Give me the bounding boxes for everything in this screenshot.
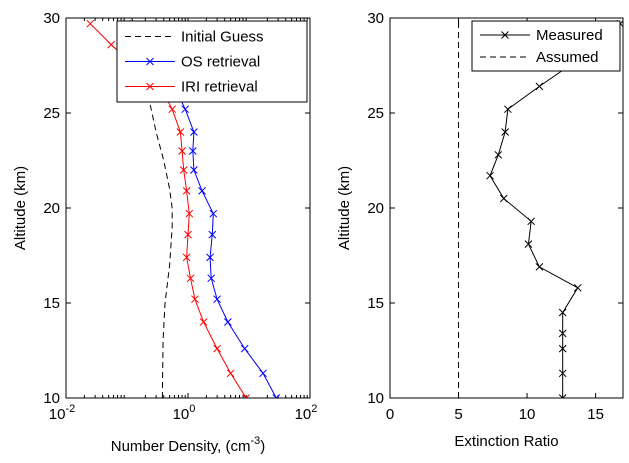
y-tick-label: 25 xyxy=(43,105,60,122)
data-point xyxy=(190,128,198,136)
x-axis-label: Number Density, (cm-3) xyxy=(111,435,266,455)
x-tick-label: 5 xyxy=(454,406,462,423)
data-point xyxy=(86,19,95,28)
x-tick-label: 10 xyxy=(519,406,536,423)
data-point xyxy=(486,171,494,180)
legend-marker xyxy=(146,57,154,66)
x-tick-label: 10-2 xyxy=(49,403,75,423)
data-point xyxy=(242,394,251,398)
legend-label: OS retrieval xyxy=(181,54,260,71)
data-point xyxy=(272,394,281,398)
data-point xyxy=(573,283,582,292)
data-point xyxy=(558,308,567,317)
x-tick-label: 0 xyxy=(386,406,394,423)
series-line xyxy=(489,23,621,398)
data-point xyxy=(168,105,177,114)
x-tick-label: 15 xyxy=(587,406,604,423)
data-point xyxy=(191,295,199,304)
data-point xyxy=(558,394,567,398)
y-tick-label: 15 xyxy=(43,295,60,312)
data-point xyxy=(558,369,567,378)
data-point xyxy=(535,263,544,271)
data-point xyxy=(527,217,536,226)
data-point xyxy=(182,187,191,195)
data-point xyxy=(524,240,533,248)
data-point xyxy=(186,274,195,283)
x-tick-label: 102 xyxy=(295,403,318,423)
data-point xyxy=(259,369,267,378)
data-point xyxy=(190,166,198,174)
x-axis-label: Extinction Ratio xyxy=(454,433,558,450)
y-tick-label: 30 xyxy=(367,10,384,27)
plot-area xyxy=(458,18,623,398)
legend-label: Measured xyxy=(536,27,603,44)
legend-box xyxy=(471,20,621,72)
data-point xyxy=(188,147,197,155)
legend-marker xyxy=(146,82,154,91)
data-point xyxy=(182,253,191,262)
data-point xyxy=(209,209,218,218)
data-point xyxy=(223,318,232,326)
data-point xyxy=(207,274,216,283)
data-point xyxy=(208,230,217,239)
data-point xyxy=(535,82,544,91)
y-tick-label: 25 xyxy=(367,105,384,122)
data-point xyxy=(501,128,509,136)
legend: Measured Assumed xyxy=(471,20,621,72)
data-point xyxy=(213,344,221,353)
data-point xyxy=(558,329,567,338)
data-point xyxy=(179,166,188,174)
data-point xyxy=(504,105,512,114)
data-point xyxy=(184,230,192,239)
legend-label: Assumed xyxy=(536,49,599,66)
series-measured xyxy=(486,19,623,398)
data-point xyxy=(206,253,214,262)
data-point xyxy=(499,194,508,203)
data-point xyxy=(240,344,249,353)
y-tick-label: 10 xyxy=(43,390,60,407)
x-tick-label: 100 xyxy=(173,403,196,423)
y-axis-label: Altitude (km) xyxy=(336,166,353,250)
extinction-plot: 10 15 20 25 30 0 5 10 15 Extinction Ratio Altitude… xyxy=(336,10,624,450)
data-point xyxy=(199,318,208,326)
data-point xyxy=(178,147,186,155)
data-point xyxy=(181,105,190,114)
y-tick-label: 20 xyxy=(43,200,60,217)
data-point xyxy=(213,295,221,304)
data-point xyxy=(185,209,194,218)
y-tick-label: 10 xyxy=(367,390,384,407)
density-plot: 10 15 20 25 30 10-2 100 102 Number Density, (cm-… xyxy=(12,10,317,455)
data-point xyxy=(107,40,116,49)
y-tick-label: 15 xyxy=(367,295,384,312)
data-point xyxy=(176,128,185,136)
y-axis-label: Altitude (km) xyxy=(12,166,29,250)
y-tick-label: 30 xyxy=(43,10,60,27)
data-point xyxy=(198,187,206,195)
data-point xyxy=(494,150,503,159)
legend-marker xyxy=(501,31,509,39)
y-tick-label: 20 xyxy=(367,200,384,217)
data-point xyxy=(558,344,567,353)
axes-frame xyxy=(389,17,624,399)
legend: Initial Guess OS retrieval IRI retrieval xyxy=(116,20,308,103)
legend-label: Initial Guess xyxy=(181,29,264,46)
legend-label: IRI retrieval xyxy=(181,79,258,96)
data-point xyxy=(226,369,235,378)
